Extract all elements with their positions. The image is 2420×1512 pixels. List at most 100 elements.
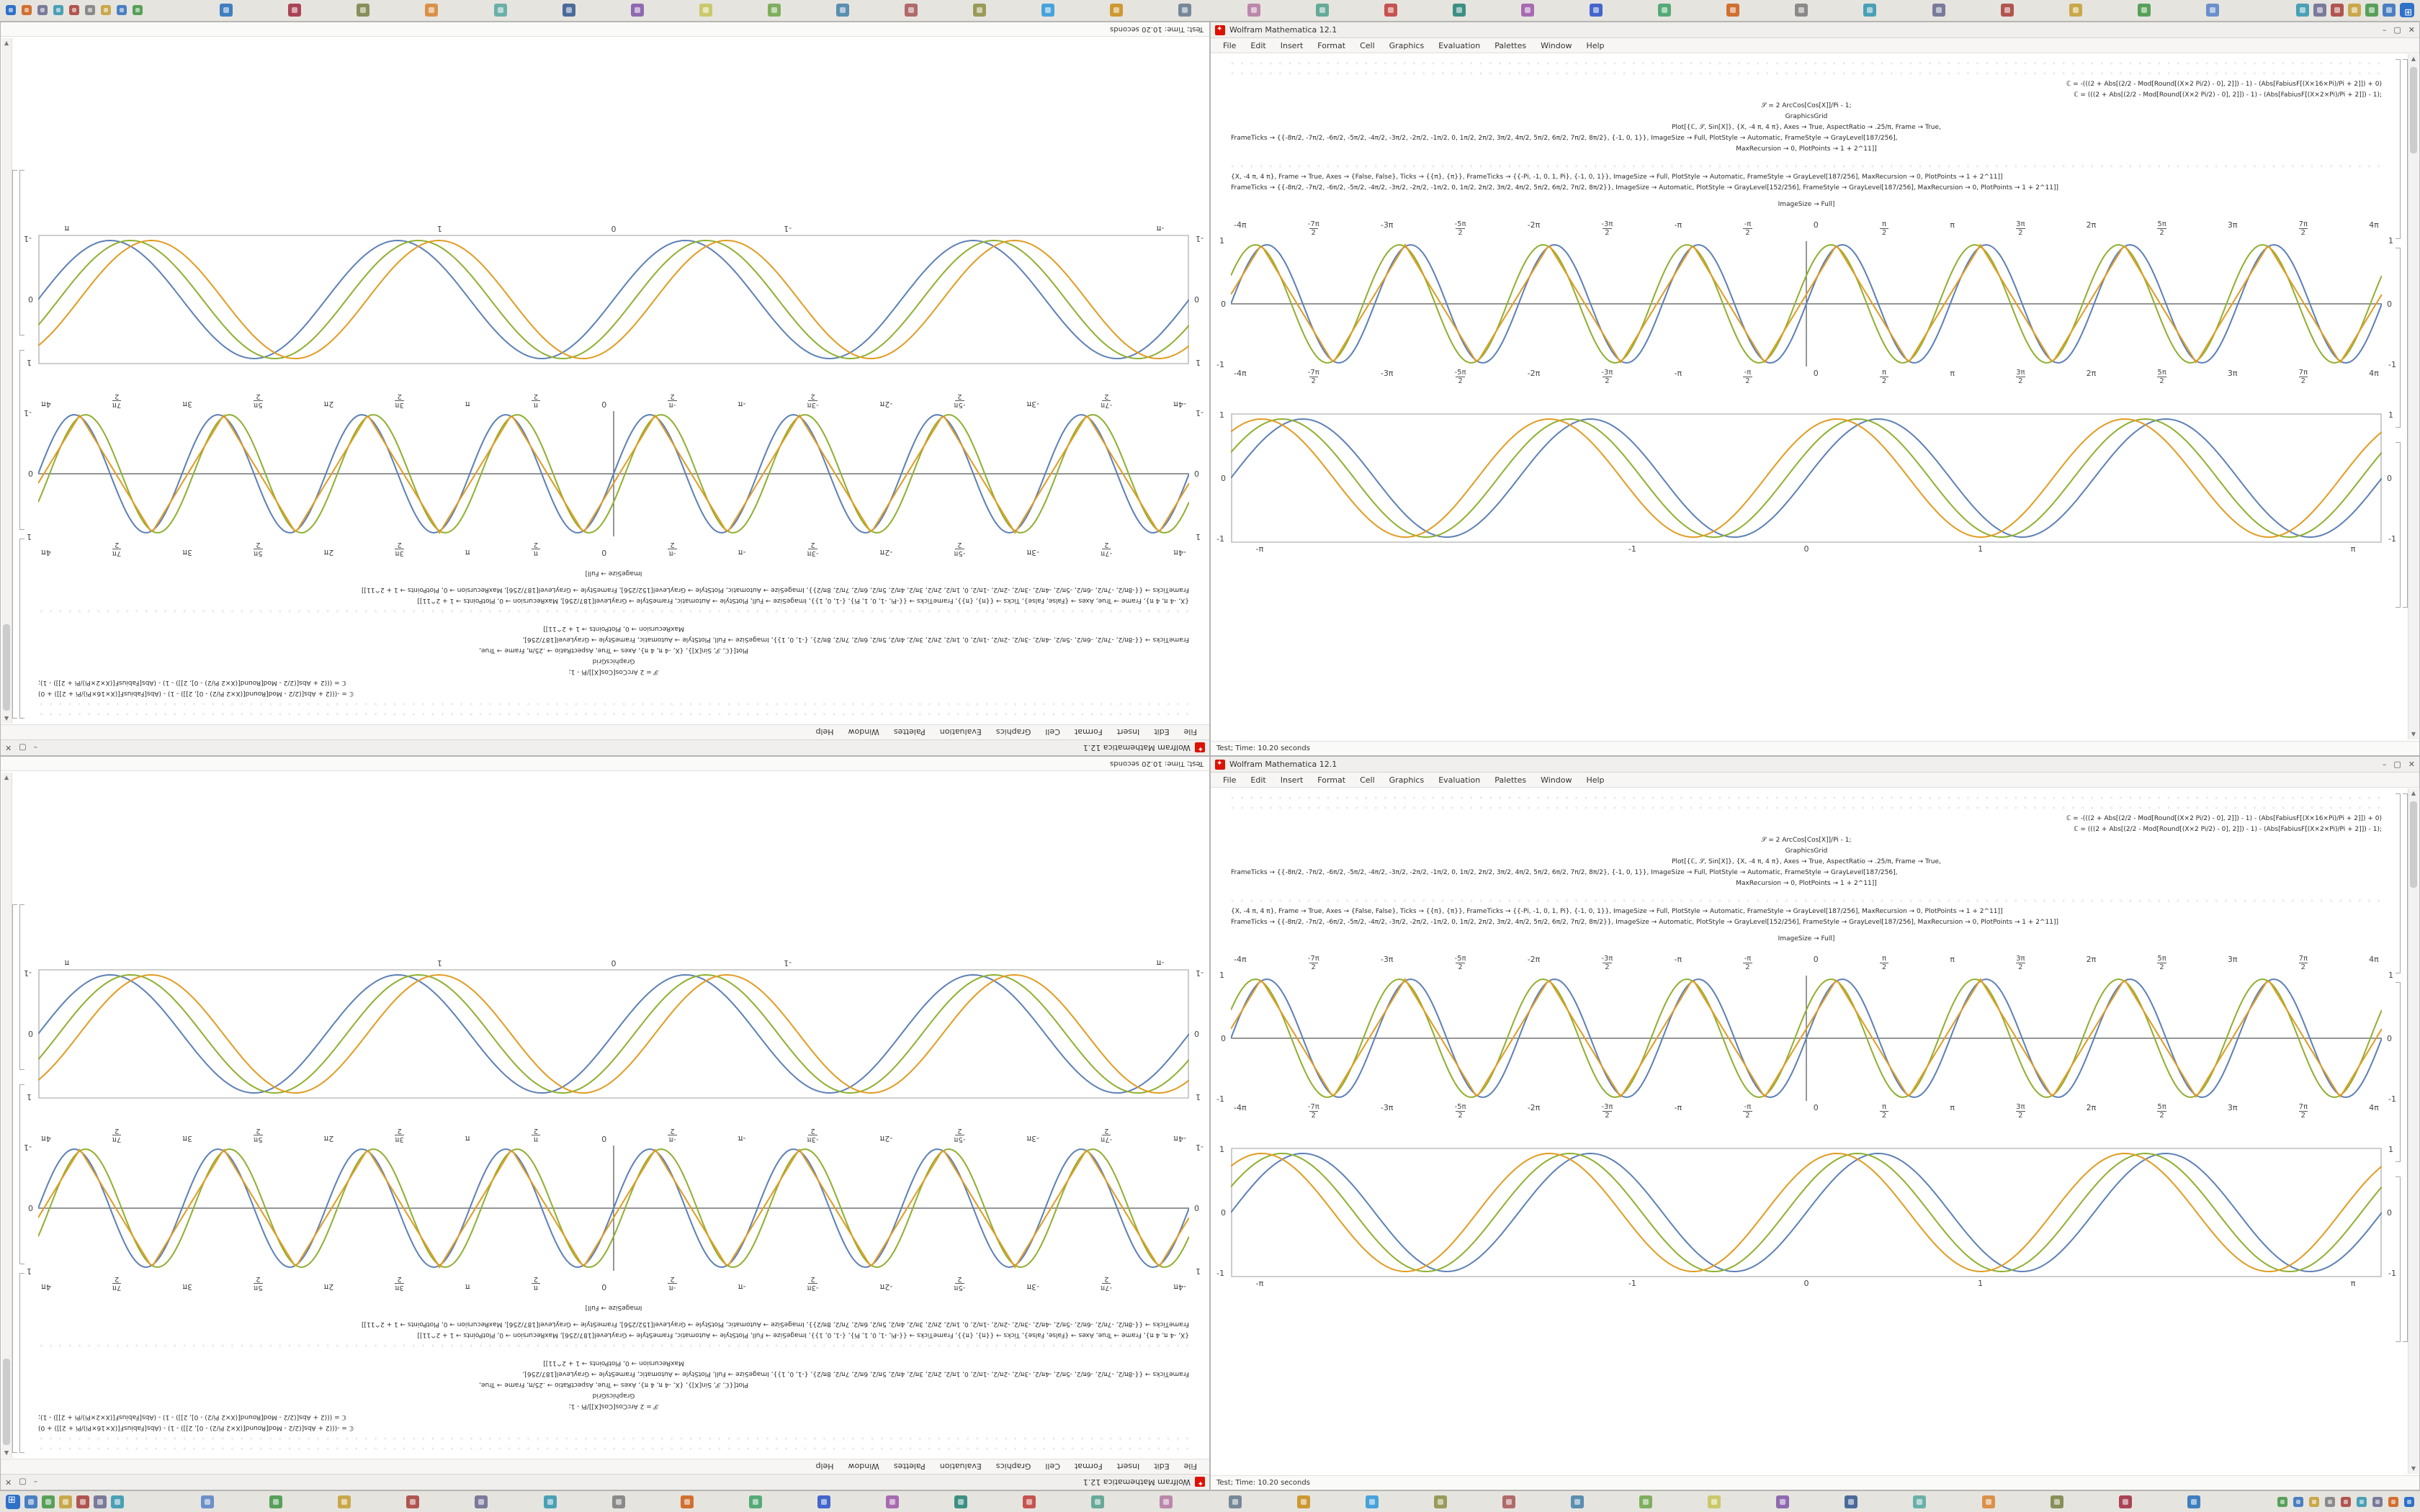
app-icon-icon[interactable] xyxy=(767,4,781,17)
cell-group-bracket[interactable] xyxy=(2403,59,2408,608)
cell-bracket[interactable] xyxy=(19,904,24,1070)
app-icon-icon[interactable] xyxy=(269,1495,283,1508)
app-icon-icon[interactable] xyxy=(406,1495,420,1508)
mathematica-icon[interactable] xyxy=(1215,24,1225,35)
start-button[interactable] xyxy=(2400,3,2414,18)
app-icon-icon[interactable] xyxy=(1433,1495,1447,1508)
menu-help[interactable]: Help xyxy=(1586,775,1605,785)
menu-help[interactable]: Help xyxy=(1586,40,1605,50)
app-icon-icon[interactable] xyxy=(1726,4,1740,17)
scroll-down-icon[interactable]: ▼ xyxy=(4,775,9,781)
menu-evaluation[interactable]: Evaluation xyxy=(939,727,982,737)
app-icon-icon[interactable] xyxy=(1658,4,1672,17)
app-icon-icon[interactable] xyxy=(1981,1495,1995,1508)
menu-edit[interactable]: Edit xyxy=(1154,727,1170,737)
cell-group-bracket[interactable] xyxy=(2403,793,2408,1342)
tray-icon-icon[interactable] xyxy=(69,5,79,16)
mathematica-icon[interactable] xyxy=(1195,1477,1205,1488)
app-icon-icon[interactable] xyxy=(1228,1495,1242,1508)
app-icon-icon[interactable] xyxy=(425,4,439,17)
menu-insert[interactable]: Insert xyxy=(1116,727,1140,737)
menu-palettes[interactable]: Palettes xyxy=(893,1462,926,1472)
app-icon-icon[interactable] xyxy=(2365,4,2378,17)
menu-cell[interactable]: Cell xyxy=(1360,40,1375,50)
maximize-button[interactable]: ▢ xyxy=(2393,760,2401,769)
app-icon-icon[interactable] xyxy=(1570,1495,1584,1508)
tray-icon-icon[interactable] xyxy=(2341,1496,2351,1507)
tray-icon-icon[interactable] xyxy=(53,5,63,16)
app-icon-icon[interactable] xyxy=(1708,1495,1721,1508)
tray-icon-icon[interactable] xyxy=(101,5,111,16)
app-icon-icon[interactable] xyxy=(1776,1495,1790,1508)
app-icon-icon[interactable] xyxy=(2313,4,2326,17)
close-button[interactable]: ✕ xyxy=(2408,760,2415,769)
menu-cell[interactable]: Cell xyxy=(1360,775,1375,785)
menu-format[interactable]: Format xyxy=(1074,1462,1103,1472)
scrollbar-thumb[interactable] xyxy=(2410,801,2417,888)
app-icon-icon[interactable] xyxy=(1178,4,1192,17)
app-icon-icon[interactable] xyxy=(543,1495,557,1508)
vertical-scrollbar[interactable]: ▲ ▼ xyxy=(1,773,12,1458)
app-icon-icon[interactable] xyxy=(2050,1495,2063,1508)
tray-icon-icon[interactable] xyxy=(2357,1496,2367,1507)
menu-help[interactable]: Help xyxy=(815,1462,834,1472)
app-icon-icon[interactable] xyxy=(954,1495,968,1508)
app-icon-icon[interactable] xyxy=(2137,4,2151,17)
app-icon-icon[interactable] xyxy=(611,1495,625,1508)
vertical-scrollbar[interactable]: ▲ ▼ xyxy=(2408,54,2419,739)
tray-icon-icon[interactable] xyxy=(2293,1496,2303,1507)
menu-palettes[interactable]: Palettes xyxy=(1494,40,1527,50)
app-icon-icon[interactable] xyxy=(2000,4,2014,17)
tray-icon-icon[interactable] xyxy=(85,5,95,16)
menu-graphics[interactable]: Graphics xyxy=(1389,40,1425,50)
notebook-content[interactable]: ◦ ◦ ◦ ◦ ◦ ◦ ◦ ◦ ◦ ◦ ◦ ◦ ◦ ◦ ◦ ◦ ◦ ◦ ◦ ◦ … xyxy=(1211,53,2419,743)
app-icon-icon[interactable] xyxy=(2118,1495,2132,1508)
app-icon-icon[interactable] xyxy=(1590,4,1603,17)
mathematica-icon[interactable] xyxy=(1195,742,1205,753)
scrollbar-thumb[interactable] xyxy=(2410,67,2417,153)
menu-cell[interactable]: Cell xyxy=(1045,727,1060,737)
menu-format[interactable]: Format xyxy=(1317,775,1346,785)
menu-help[interactable]: Help xyxy=(815,727,834,737)
start-button[interactable] xyxy=(6,1494,20,1509)
app-icon-icon[interactable] xyxy=(2348,4,2361,17)
app-icon-icon[interactable] xyxy=(1315,4,1329,17)
menu-file[interactable]: File xyxy=(1183,1462,1197,1472)
app-icon-icon[interactable] xyxy=(111,1495,124,1508)
tray-icon-icon[interactable] xyxy=(2372,1496,2383,1507)
tray-icon-icon[interactable] xyxy=(2325,1496,2335,1507)
notebook-content[interactable]: ◦ ◦ ◦ ◦ ◦ ◦ ◦ ◦ ◦ ◦ ◦ ◦ ◦ ◦ ◦ ◦ ◦ ◦ ◦ ◦ … xyxy=(1,769,1209,1459)
minimize-button[interactable]: – xyxy=(2382,760,2387,769)
app-icon-icon[interactable] xyxy=(1247,4,1260,17)
tray-icon-icon[interactable] xyxy=(2404,1496,2414,1507)
app-icon-icon[interactable] xyxy=(42,1495,55,1508)
app-icon-icon[interactable] xyxy=(2296,4,2309,17)
app-icon-icon[interactable] xyxy=(1296,1495,1310,1508)
app-icon-icon[interactable] xyxy=(1452,4,1466,17)
scrollbar-thumb[interactable] xyxy=(3,1359,10,1445)
notebook-content[interactable]: ◦ ◦ ◦ ◦ ◦ ◦ ◦ ◦ ◦ ◦ ◦ ◦ ◦ ◦ ◦ ◦ ◦ ◦ ◦ ◦ … xyxy=(1,35,1209,724)
menu-evaluation[interactable]: Evaluation xyxy=(939,1462,982,1472)
scroll-up-icon[interactable]: ▲ xyxy=(4,716,9,722)
scroll-down-icon[interactable]: ▼ xyxy=(4,40,9,47)
app-icon-icon[interactable] xyxy=(748,1495,762,1508)
app-icon-icon[interactable] xyxy=(562,4,575,17)
app-icon-icon[interactable] xyxy=(2331,4,2344,17)
menu-graphics[interactable]: Graphics xyxy=(995,727,1031,737)
app-icon-icon[interactable] xyxy=(94,1495,107,1508)
tray-icon-icon[interactable] xyxy=(37,5,48,16)
vertical-scrollbar[interactable]: ▲ ▼ xyxy=(2408,788,2419,1474)
window-titlebar[interactable]: Wolfram Mathematica 12.1 – ▢ ✕ xyxy=(1,1474,1209,1490)
cell-bracket[interactable] xyxy=(2396,442,2401,608)
cell-bracket[interactable] xyxy=(19,539,24,719)
menu-insert[interactable]: Insert xyxy=(1280,40,1304,50)
app-icon-icon[interactable] xyxy=(2187,1495,2200,1508)
menu-edit[interactable]: Edit xyxy=(1250,775,1266,785)
menu-insert[interactable]: Insert xyxy=(1280,775,1304,785)
app-icon-icon[interactable] xyxy=(1502,1495,1515,1508)
maximize-button[interactable]: ▢ xyxy=(2393,25,2401,35)
app-icon-icon[interactable] xyxy=(973,4,987,17)
notebook-content[interactable]: ◦ ◦ ◦ ◦ ◦ ◦ ◦ ◦ ◦ ◦ ◦ ◦ ◦ ◦ ◦ ◦ ◦ ◦ ◦ ◦ … xyxy=(1211,788,2419,1477)
tray-icon-icon[interactable] xyxy=(2309,1496,2319,1507)
scroll-down-icon[interactable]: ▼ xyxy=(2411,1465,2416,1472)
